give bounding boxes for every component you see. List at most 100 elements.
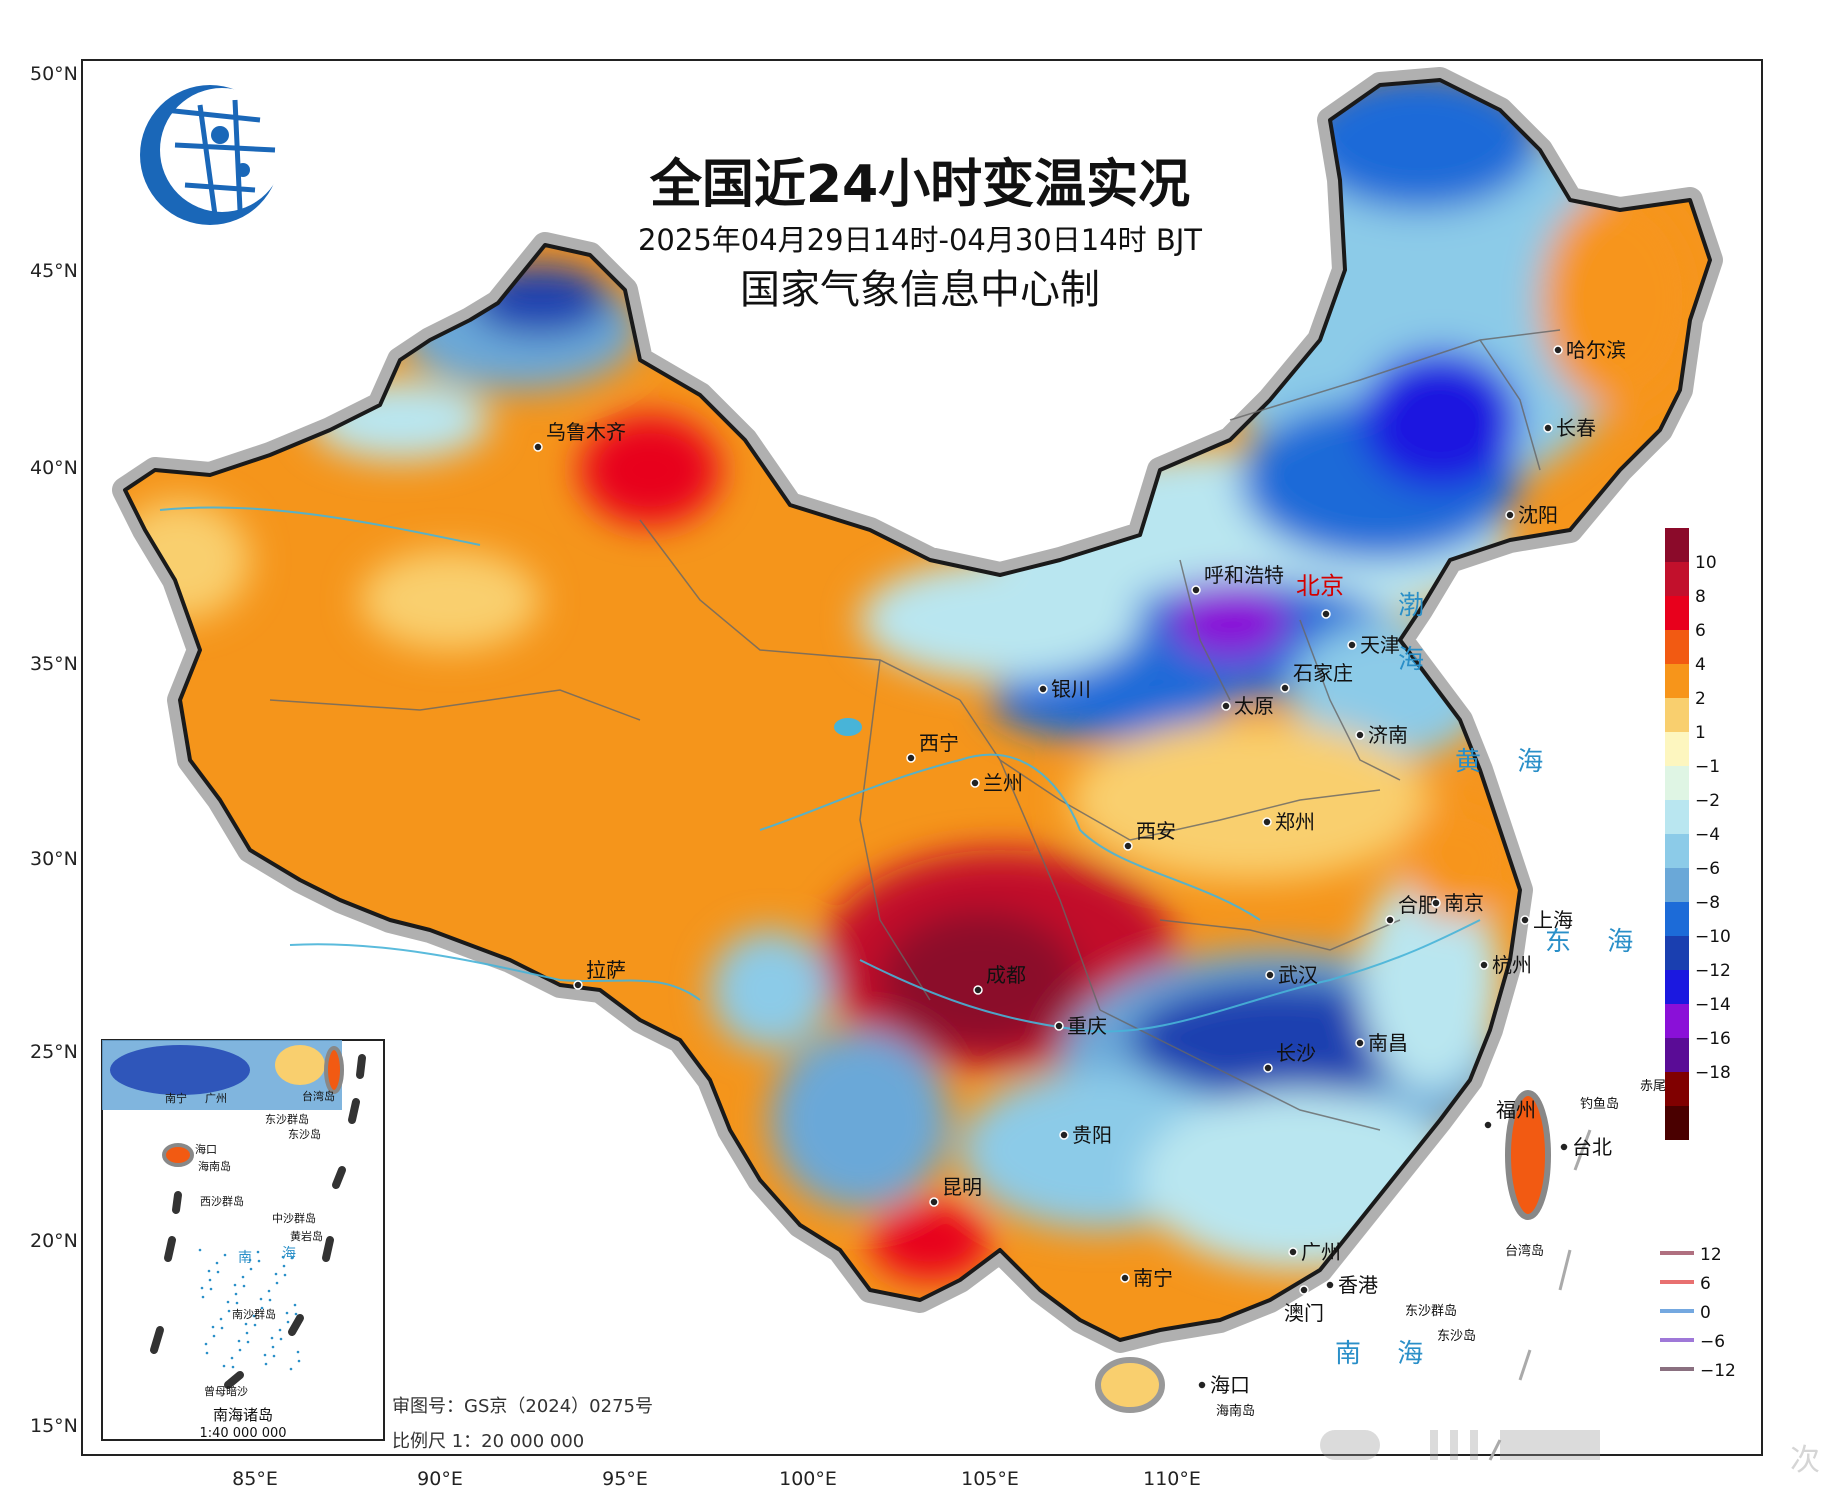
colorbar-swatch (1665, 902, 1689, 936)
island-dot (259, 1297, 263, 1301)
colorbar-swatch (1665, 868, 1689, 902)
island-dot (244, 1322, 248, 1326)
colorbar-label: 6 (1695, 621, 1706, 641)
city-label: 南京 (1444, 891, 1484, 915)
inset-label: 南宁 (165, 1091, 187, 1105)
island-dot (286, 1320, 290, 1324)
city-chongqing: 重庆 (1054, 1014, 1107, 1038)
colorbar-label: 1 (1695, 723, 1706, 743)
city-haikou: 海口 (1197, 1373, 1250, 1397)
city-aomen: 澳门 (1284, 1285, 1324, 1325)
inset-label: 海南岛 (198, 1159, 231, 1173)
city-label: 广州 (1301, 1240, 1341, 1264)
lon-label: 100°E (779, 1468, 837, 1490)
island-dot (233, 1283, 237, 1287)
city-label: 合肥 (1398, 893, 1438, 917)
inset-label: 海 (282, 1246, 296, 1262)
city-label: 海口 (1210, 1373, 1250, 1397)
colorbar-label: 8 (1695, 587, 1706, 607)
contour-label: −12 (1700, 1361, 1736, 1381)
island-dot (211, 1325, 215, 1329)
city-label: 钓鱼岛 (1580, 1096, 1619, 1112)
island-dot (246, 1340, 250, 1344)
lat-label: 35°N (30, 653, 78, 675)
city-label: 呼和浩特 (1204, 563, 1284, 587)
city-label: 武汉 (1278, 963, 1318, 987)
map-title: 全国近24小时变温实况 (649, 155, 1190, 215)
island-dot (281, 1255, 285, 1259)
review-number: 审图号：GS京（2024）0275号 (392, 1396, 653, 1417)
colorbar-swatch (1665, 1106, 1689, 1140)
island-dot (270, 1336, 274, 1340)
island-dot (249, 1267, 253, 1271)
city-dot (1553, 345, 1563, 355)
city-dot (1355, 730, 1365, 740)
city-diaoyudao: 钓鱼岛 (1580, 1096, 1619, 1112)
island-dot (216, 1270, 220, 1274)
city-nanning: 南宁 (1120, 1266, 1173, 1290)
island-dot (215, 1261, 219, 1265)
city-shanghai: 上海 (1520, 908, 1573, 932)
city-hangzhou: 杭州 (1479, 953, 1532, 977)
city-label: 贵阳 (1072, 1123, 1112, 1147)
island-dot (241, 1275, 245, 1279)
city-label: 西安 (1136, 819, 1176, 843)
city-dot (1559, 1142, 1569, 1152)
city-taiwandao: 台湾岛 (1505, 1243, 1544, 1259)
island-dot (256, 1250, 260, 1254)
lat-label: 25°N (30, 1041, 78, 1063)
island-dot (268, 1298, 272, 1302)
colorbar-swatch (1665, 1038, 1689, 1072)
sea-label: 海 (1398, 645, 1438, 675)
island-dot (294, 1312, 298, 1316)
city-dot (1262, 817, 1272, 827)
island-dot (257, 1259, 261, 1263)
contour-legend-item: −12 (1660, 1361, 1736, 1381)
lat-label: 15°N (30, 1415, 78, 1437)
island-dot (201, 1295, 205, 1299)
city-hefei: 合肥 (1385, 893, 1438, 925)
colorbar-label: −16 (1695, 1029, 1731, 1049)
city-huhehaote: 呼和浩特 (1191, 563, 1284, 595)
city-dot (1299, 1285, 1309, 1295)
lon-label: 110°E (1143, 1468, 1201, 1490)
city-dot (1059, 1130, 1069, 1140)
city-dot (1347, 640, 1357, 650)
city-dot (1288, 1247, 1298, 1257)
colorbar-label: 2 (1695, 689, 1706, 709)
contour-label: 12 (1700, 1245, 1722, 1265)
island-dot (278, 1328, 282, 1332)
island-dot (283, 1273, 287, 1277)
city-label: 西宁 (919, 731, 959, 755)
colorbar-legend: 10 8 6 4 2 1 −1 −2 −4 −6 −8 −10 −12 −14 −16 −18 (1665, 528, 1731, 1140)
city-label: 银川 (1051, 677, 1091, 701)
sea-labels: 渤 海 黄 海 东 海 南 海 (1335, 591, 1647, 1369)
inset-label: 海口 (195, 1142, 217, 1156)
city-dot (1120, 1273, 1130, 1283)
colorbar-swatch (1665, 596, 1689, 630)
island-dot (238, 1348, 242, 1352)
city-dot (1355, 1038, 1365, 1048)
map-subtitle: 2025年04月29日14时-04月30日14时 BJT (638, 223, 1202, 257)
island-dot (293, 1303, 297, 1307)
longitude-labels: 85°E 90°E 95°E 100°E 105°E 110°E (232, 1468, 1201, 1490)
contour-label: 0 (1700, 1303, 1711, 1323)
sea-label: 东 海 (1545, 927, 1647, 957)
colorbar-label: −2 (1695, 791, 1720, 811)
city-dot (1221, 701, 1231, 711)
city-label: 成都 (986, 963, 1026, 987)
city-xian: 西安 (1123, 819, 1176, 851)
island-dot (209, 1287, 213, 1291)
city-dot (1123, 841, 1133, 851)
inset-title: 南海诸岛 (213, 1406, 273, 1424)
lon-label: 95°E (602, 1468, 648, 1490)
city-fuzhou: 福州 (1483, 1098, 1536, 1130)
city-dot (906, 753, 916, 763)
city-xianggang: 香港 (1325, 1273, 1378, 1297)
inset-label: 西沙群岛 (200, 1194, 244, 1208)
scale-text: 比例尺 1：20 000 000 (392, 1431, 584, 1452)
city-label: 重庆 (1067, 1014, 1107, 1038)
island-dot (297, 1359, 301, 1363)
colorbar-swatch (1665, 834, 1689, 868)
colorbar-swatch (1665, 732, 1689, 766)
